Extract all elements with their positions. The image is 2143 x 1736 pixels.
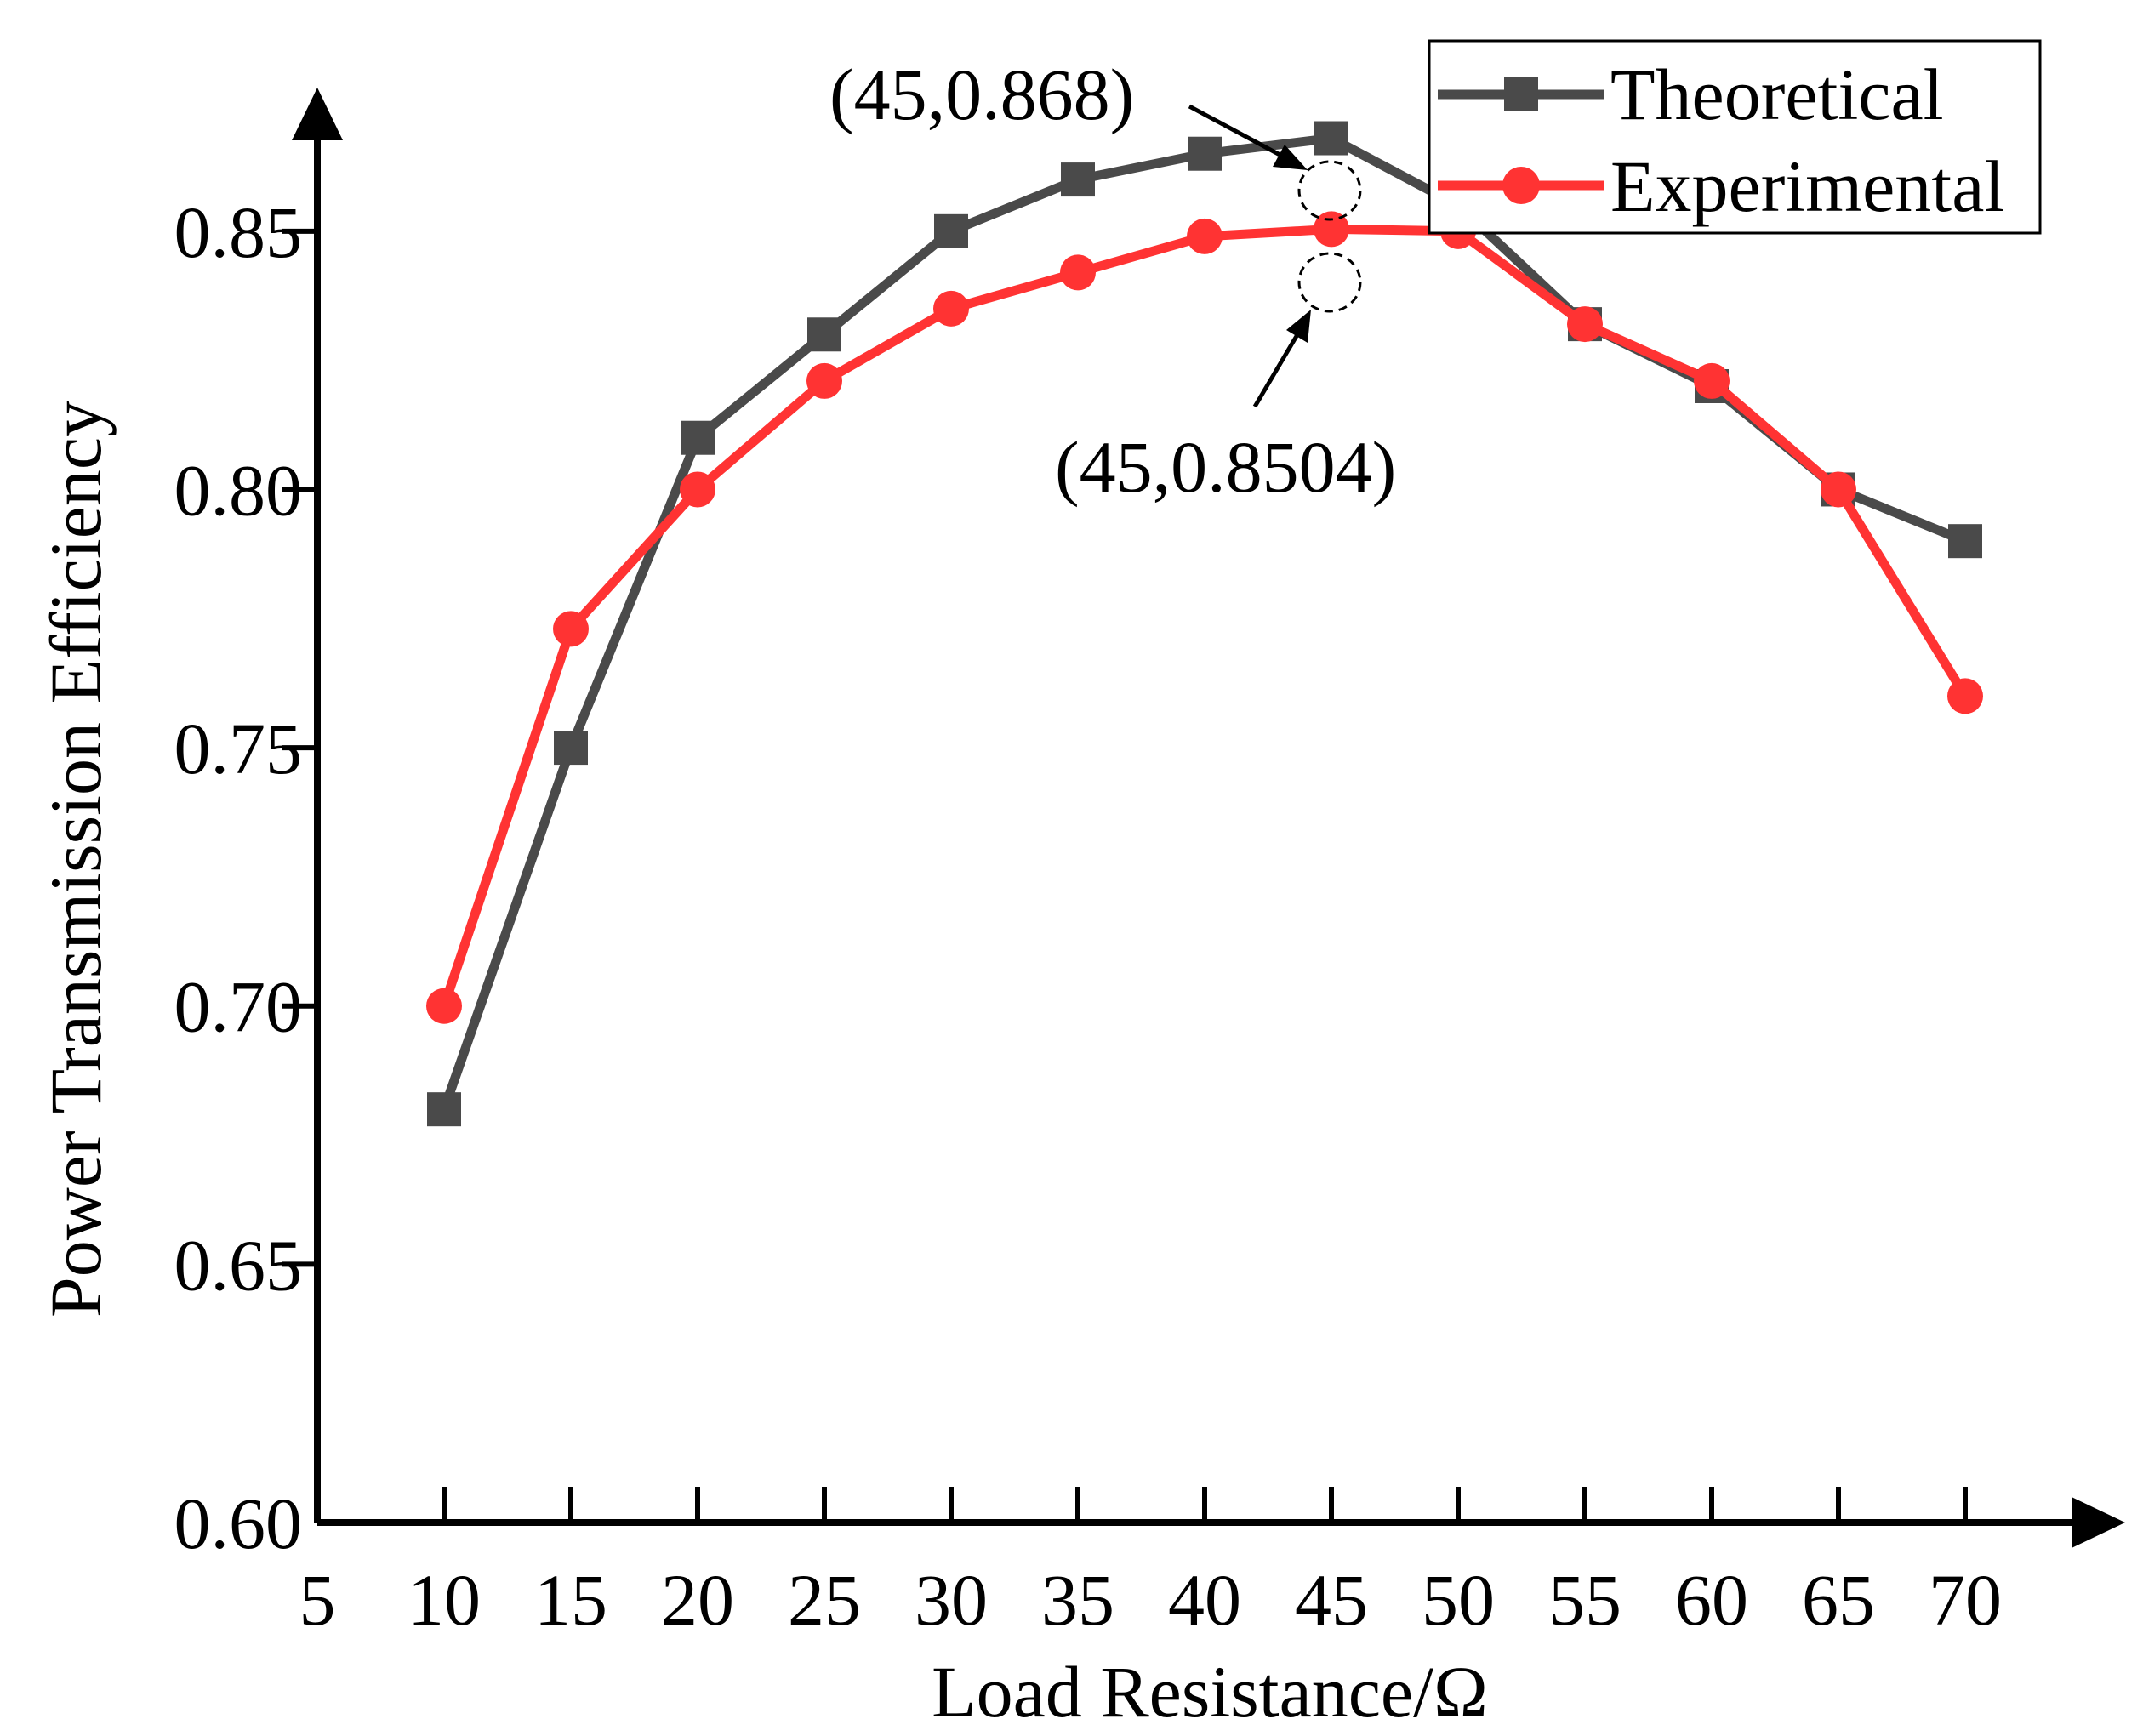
legend-marker-experimental — [1502, 167, 1540, 204]
legend: Theoretical Experimental — [1428, 39, 2042, 235]
x-tick-label: 65 — [1802, 1559, 1875, 1641]
x-tick-label: 15 — [534, 1559, 607, 1641]
x-tick-label: 5 — [299, 1559, 336, 1641]
x-tick-label: 70 — [1929, 1559, 2002, 1641]
data-point-experimental — [1060, 254, 1096, 291]
y-axis-title: Power Transmission Efficiency — [35, 401, 117, 1318]
series-theoretical — [427, 121, 1982, 1127]
data-point-experimental — [1314, 211, 1349, 248]
x-tick-label: 40 — [1168, 1559, 1241, 1641]
y-tick-label: 0.75 — [174, 708, 303, 789]
data-point-experimental — [680, 471, 715, 508]
annotation-circle-experimental — [1297, 252, 1362, 313]
x-tick-label: 35 — [1041, 1559, 1114, 1641]
data-point-experimental — [426, 988, 462, 1024]
data-point-experimental — [1567, 306, 1603, 343]
x-tick-label: 50 — [1422, 1559, 1495, 1641]
y-axis-arrow — [292, 88, 343, 140]
x-tick-label: 55 — [1548, 1559, 1621, 1641]
series-experimental — [426, 211, 1983, 1024]
x-tick-label: 30 — [915, 1559, 988, 1641]
legend-marker-theoretical — [1504, 77, 1538, 111]
axes — [292, 88, 2125, 1548]
x-tick-label: 60 — [1675, 1559, 1748, 1641]
data-point-theoretical — [427, 1092, 461, 1127]
x-tick-label: 10 — [408, 1559, 481, 1641]
series-line-experimental — [439, 224, 1969, 1008]
annotation-arrow-experimental-head — [1286, 310, 1311, 343]
series-line-theoretical — [439, 134, 1968, 1112]
data-point-theoretical — [1314, 121, 1348, 156]
data-point-experimental — [1821, 471, 1856, 508]
data-point-theoretical — [1188, 136, 1222, 171]
annotations: (45,0.868) (45,0.8504) — [829, 54, 1396, 508]
y-tick-label: 0.85 — [174, 191, 303, 273]
x-tick-label: 45 — [1295, 1559, 1368, 1641]
legend-label-theoretical: Theoretical — [1610, 54, 1944, 135]
y-tick-label: 0.65 — [174, 1224, 303, 1306]
y-tick-label: 0.70 — [174, 966, 303, 1048]
x-axis-title: Load Resistance/Ω — [932, 1651, 1488, 1733]
data-point-experimental — [553, 611, 589, 647]
data-point-theoretical — [1948, 524, 1982, 559]
annotation-label-theoretical: (45,0.868) — [829, 54, 1134, 135]
annotation-arrow-experimental-line — [1252, 330, 1302, 408]
data-point-experimental — [1187, 218, 1223, 254]
annotation-label-experimental: (45,0.8504) — [1055, 426, 1396, 508]
data-point-experimental — [806, 362, 842, 399]
data-point-theoretical — [681, 420, 715, 455]
data-point-theoretical — [554, 731, 588, 766]
legend-label-experimental: Experimental — [1610, 145, 2004, 227]
x-tick-label: 25 — [788, 1559, 861, 1641]
y-tick-label: 0.60 — [174, 1483, 303, 1564]
series-layer — [426, 121, 1983, 1127]
data-point-theoretical — [934, 213, 968, 248]
annotation-arrow-theoretical-head — [1273, 145, 1308, 170]
annotation-circle-theoretical — [1297, 160, 1362, 221]
x-tick-label: 20 — [661, 1559, 734, 1641]
x-ticks: 5 10 15 20 25 30 35 40 45 50 55 60 65 70 — [299, 1487, 2002, 1641]
data-point-experimental — [933, 290, 969, 327]
y-ticks: 0.60 0.65 0.70 0.75 0.80 0.85 — [174, 191, 317, 1564]
data-point-experimental — [1694, 362, 1730, 399]
x-axis-arrow — [2072, 1497, 2125, 1548]
data-point-theoretical — [1061, 162, 1095, 197]
y-tick-label: 0.80 — [174, 449, 303, 531]
annotation-arrow-theoretical-line — [1188, 104, 1286, 160]
data-point-theoretical — [807, 317, 841, 352]
data-point-experimental — [1947, 678, 1983, 714]
